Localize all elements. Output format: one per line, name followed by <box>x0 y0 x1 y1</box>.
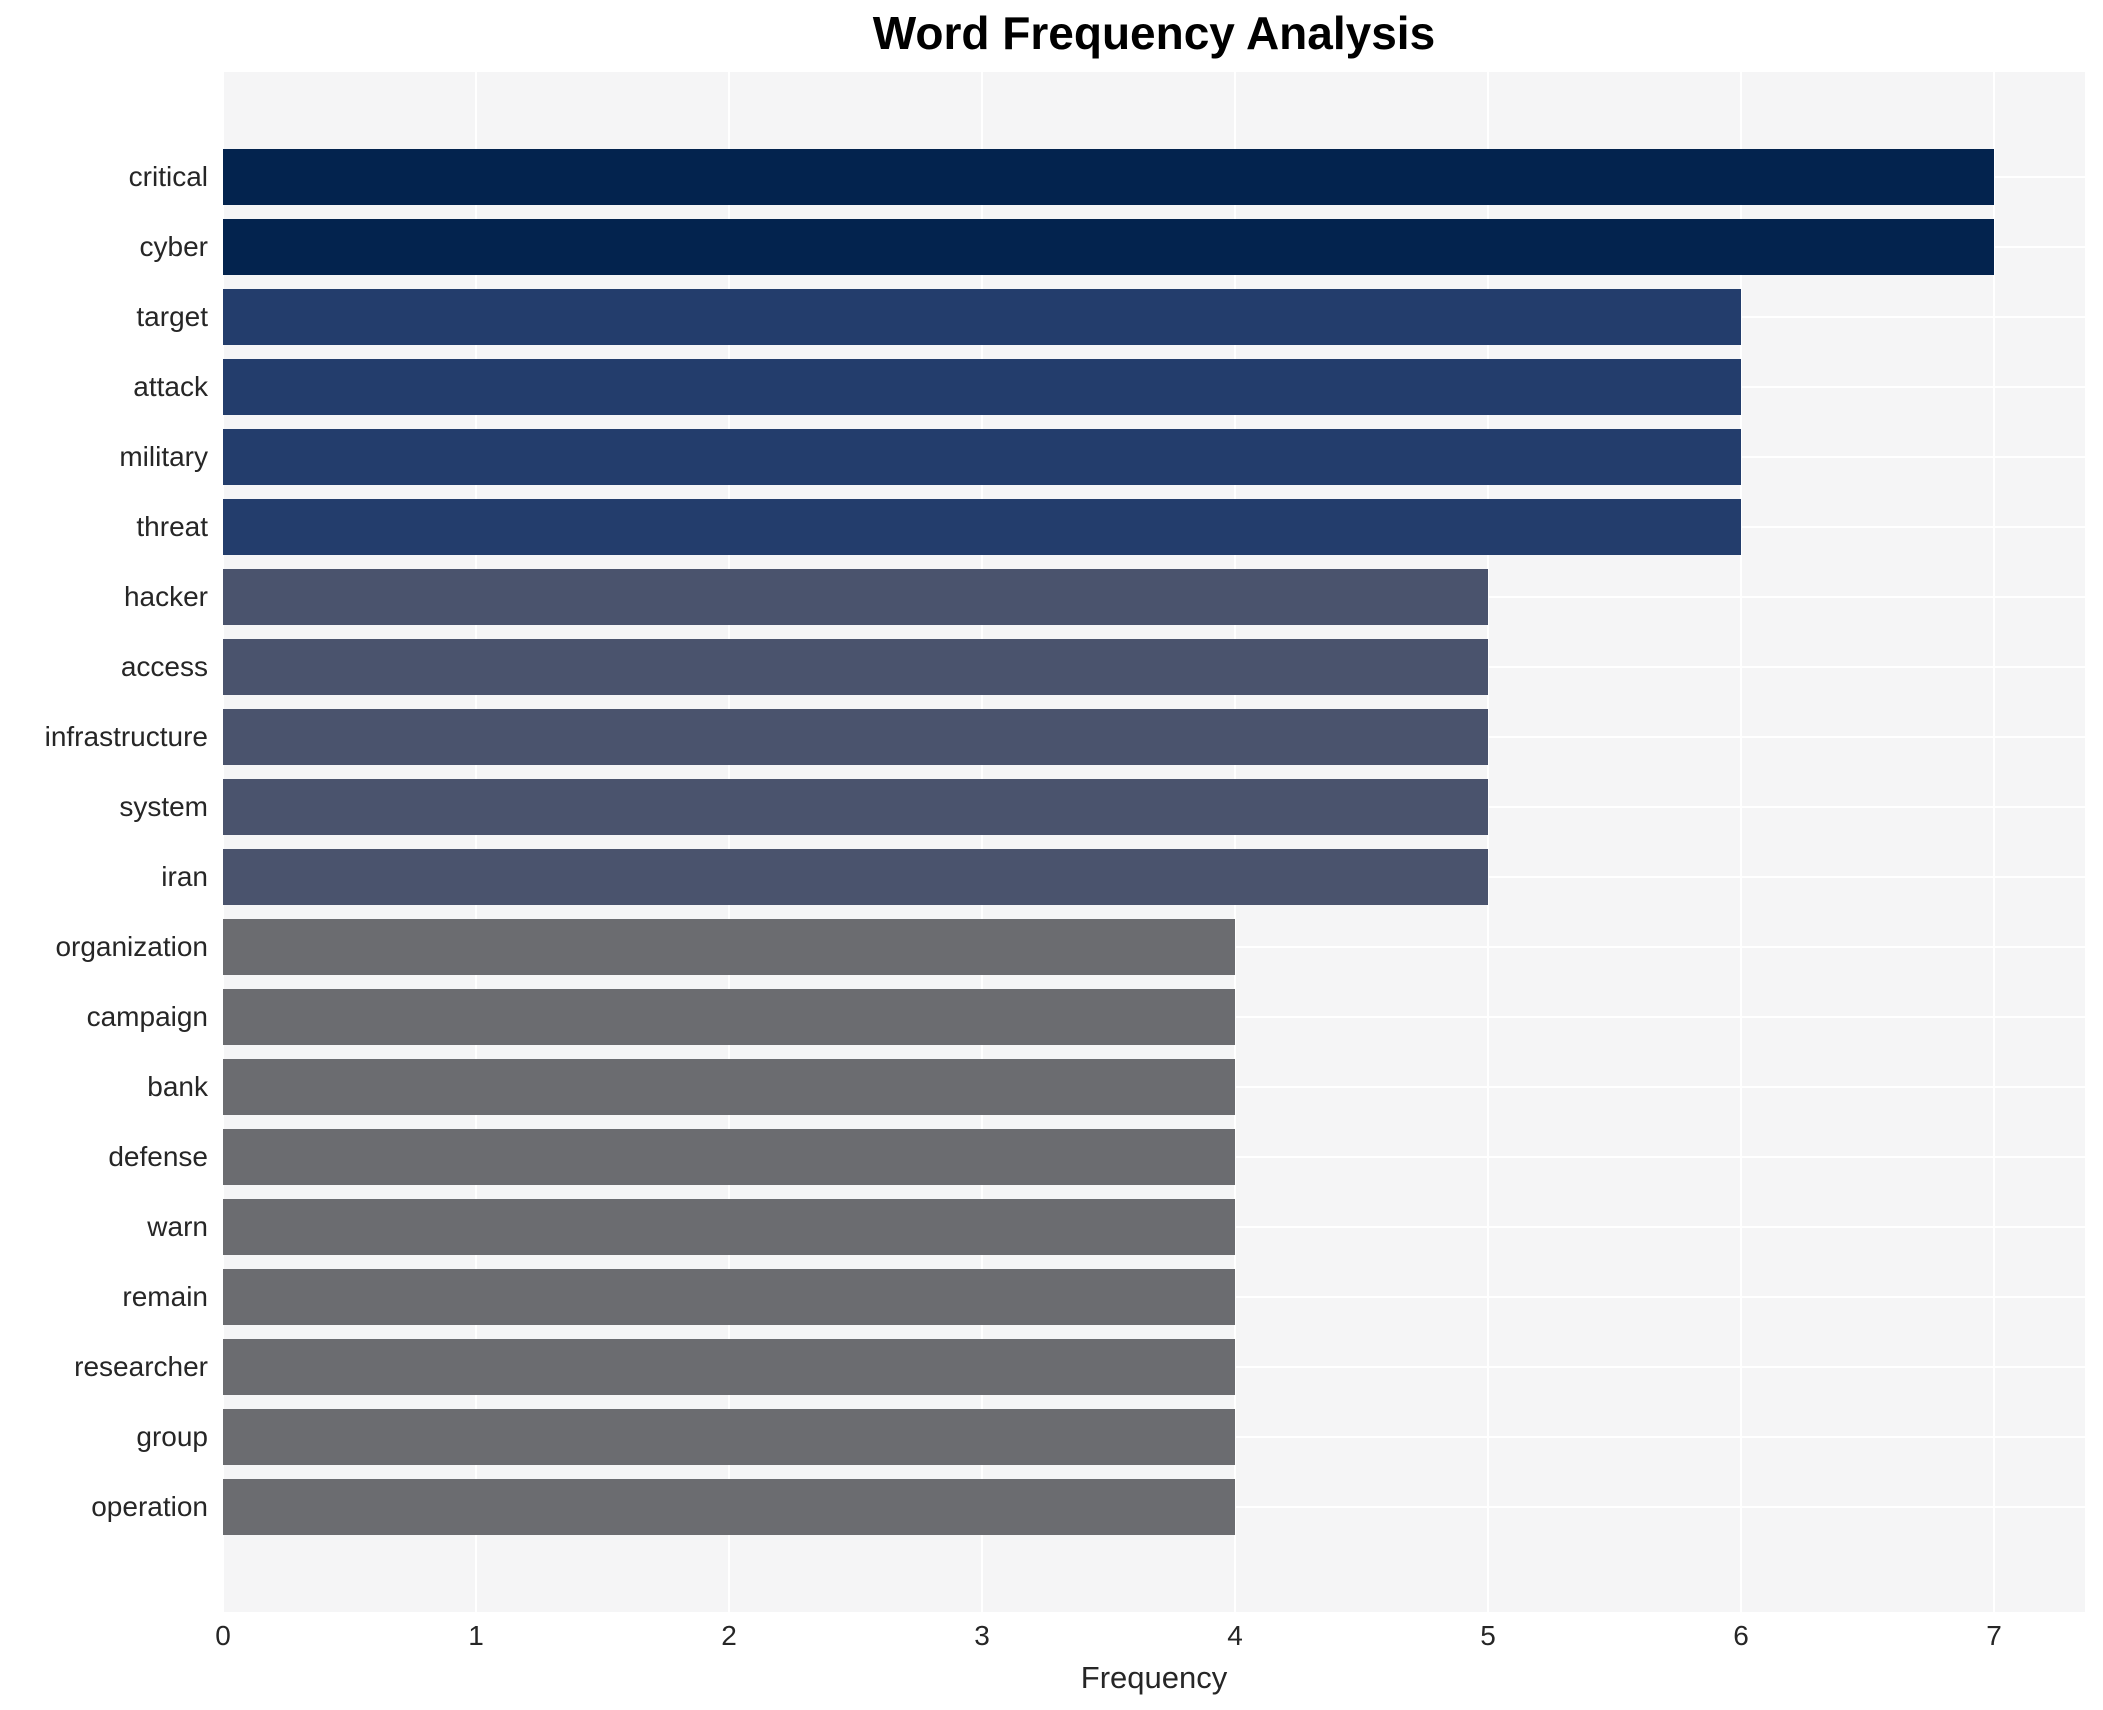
category-label-infrastructure: infrastructure <box>44 721 208 752</box>
bar-row <box>223 562 2085 632</box>
bar-row <box>223 1262 2085 1332</box>
x-tick-label: 4 <box>1227 1620 1243 1651</box>
v-gridline <box>1487 72 1489 1612</box>
bar-row <box>223 842 2085 912</box>
bar-group <box>223 1409 1235 1465</box>
bar-researcher <box>223 1339 1235 1395</box>
category-label-hacker: hacker <box>123 581 208 612</box>
category-label-attack: attack <box>133 371 208 402</box>
bar-critical <box>223 149 1994 205</box>
category-label-researcher: researcher <box>74 1351 208 1382</box>
bar-bank <box>223 1059 1235 1115</box>
x-tick-label: 5 <box>1480 1620 1496 1651</box>
category-label-iran: iran <box>161 861 208 892</box>
x-tick-label: 2 <box>721 1620 737 1651</box>
x-axis: 0 1 2 3 4 5 6 7 <box>0 1620 2103 1660</box>
category-label-warn: warn <box>147 1211 208 1242</box>
x-tick-label: 3 <box>974 1620 990 1651</box>
bar-row <box>223 422 2085 492</box>
bar-row <box>223 142 2085 212</box>
v-gridline <box>475 72 477 1612</box>
bar-organization <box>223 919 1235 975</box>
bar-threat <box>223 499 1741 555</box>
bar-rows <box>223 142 2085 1542</box>
x-tick-label: 7 <box>1986 1620 2002 1651</box>
x-axis-title: Frequency <box>1080 1660 1228 1695</box>
bar-military <box>223 429 1741 485</box>
bar-hacker <box>223 569 1488 625</box>
category-label-campaign: campaign <box>86 1001 208 1032</box>
bar-row <box>223 912 2085 982</box>
x-tick-label: 0 <box>215 1620 231 1651</box>
bar-access <box>223 639 1488 695</box>
chart-title: Word Frequency Analysis <box>872 7 1436 59</box>
plot-area <box>223 72 2085 1612</box>
category-label-organization: organization <box>55 931 208 962</box>
category-label-access: access <box>120 651 208 682</box>
bar-row <box>223 702 2085 772</box>
category-label-defense: defense <box>108 1141 208 1172</box>
bar-attack <box>223 359 1741 415</box>
bar-row <box>223 772 2085 842</box>
v-gridline <box>728 72 730 1612</box>
bar-row <box>223 212 2085 282</box>
category-label-military: military <box>119 441 208 472</box>
v-gridline <box>223 72 224 1612</box>
bar-infrastructure <box>223 709 1488 765</box>
category-label-group: group <box>136 1421 208 1452</box>
bar-row <box>223 1052 2085 1122</box>
x-tick-label: 1 <box>468 1620 484 1651</box>
bar-campaign <box>223 989 1235 1045</box>
bar-remain <box>223 1269 1235 1325</box>
bar-row <box>223 492 2085 562</box>
bar-warn <box>223 1199 1235 1255</box>
bar-target <box>223 289 1741 345</box>
bar-row <box>223 352 2085 422</box>
v-gridline <box>1740 72 1742 1612</box>
bar-row <box>223 1402 2085 1472</box>
bar-iran <box>223 849 1488 905</box>
category-label-system: system <box>119 791 208 822</box>
bar-cyber <box>223 219 1994 275</box>
category-label-threat: threat <box>136 511 208 542</box>
bar-defense <box>223 1129 1235 1185</box>
bar-row <box>223 982 2085 1052</box>
bar-operation <box>223 1479 1235 1535</box>
bar-row <box>223 632 2085 702</box>
bar-row <box>223 1192 2085 1262</box>
bar-row <box>223 1472 2085 1542</box>
v-gridline <box>1234 72 1236 1612</box>
bar-row <box>223 282 2085 352</box>
v-gridline <box>1993 72 1995 1612</box>
category-label-target: target <box>136 301 208 332</box>
category-label-operation: operation <box>91 1491 208 1522</box>
x-tick-label: 6 <box>1733 1620 1749 1651</box>
category-label-remain: remain <box>122 1281 208 1312</box>
bar-row <box>223 1122 2085 1192</box>
category-label-bank: bank <box>147 1071 208 1102</box>
v-gridline <box>981 72 983 1612</box>
bar-row <box>223 1332 2085 1402</box>
category-label-cyber: cyber <box>139 231 208 262</box>
y-axis-labels: critical cyber target attack military threat h… <box>0 142 208 1542</box>
bar-system <box>223 779 1488 835</box>
category-label-critical: critical <box>128 161 208 192</box>
